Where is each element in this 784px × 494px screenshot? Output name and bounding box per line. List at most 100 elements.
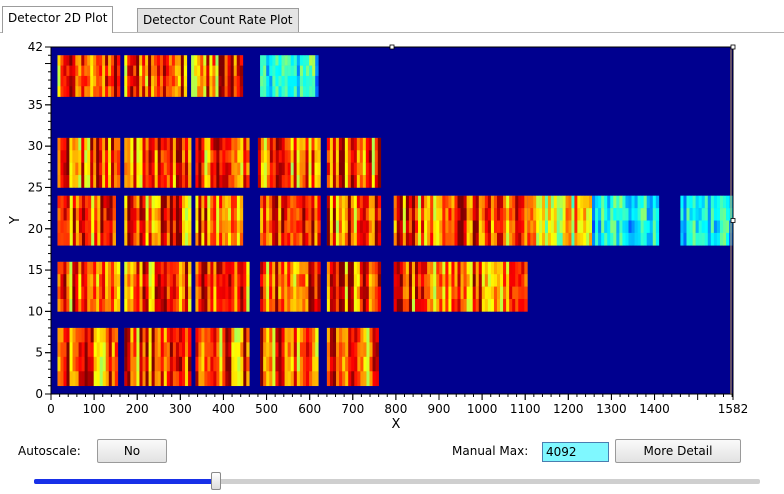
slider-handle[interactable] <box>210 472 221 490</box>
heatmap-cell <box>348 371 352 387</box>
heatmap-cell <box>326 356 331 372</box>
heatmap-cell <box>66 286 70 300</box>
heatmap-cell <box>589 208 593 221</box>
detector-module <box>124 195 192 246</box>
heatmap-cell <box>228 195 232 209</box>
heatmap-cell <box>344 298 349 312</box>
heatmap-cell <box>243 261 247 275</box>
heatmap-cell <box>148 65 152 77</box>
x-tick-label: 1300 <box>596 402 627 416</box>
heatmap-cell <box>234 356 238 372</box>
heatmap-cell <box>266 286 270 300</box>
heatmap-cell <box>493 195 498 209</box>
heatmap-cell <box>287 86 292 97</box>
heatmap-cell <box>315 86 319 97</box>
heatmap-cell <box>275 261 279 275</box>
heatmap-cell <box>114 137 118 151</box>
heatmap-cell <box>102 274 106 287</box>
tab-detector-2d-plot[interactable]: Detector 2D Plot <box>2 6 114 33</box>
more-detail-button[interactable]: More Detail <box>615 439 741 463</box>
heatmap-cell <box>78 286 82 300</box>
heatmap-cell <box>72 175 76 188</box>
heatmap-cell <box>363 356 367 372</box>
heatmap-cell <box>111 342 116 358</box>
x-tick-label: 800 <box>384 402 407 416</box>
heatmap-cell <box>136 274 140 287</box>
manual-max-field[interactable] <box>542 442 609 462</box>
heatmap-cell <box>341 162 346 176</box>
heatmap-cell <box>545 208 549 221</box>
heatmap-cell <box>124 342 128 358</box>
heatmap-cell <box>454 298 458 312</box>
x-tick-label: 300 <box>169 402 192 416</box>
heatmap-cell <box>293 175 297 188</box>
heatmap-cell <box>506 220 510 234</box>
heatmap-cell <box>66 356 70 372</box>
heatmap-cell <box>157 150 162 163</box>
heatmap-cell <box>275 195 279 209</box>
heatmap-cell <box>547 220 552 234</box>
heatmap-cell <box>99 175 103 188</box>
heatmap-cell <box>136 261 140 275</box>
heatmap-cell <box>430 261 434 275</box>
heatmap-cell <box>430 208 434 221</box>
heatmap-cell <box>365 274 370 287</box>
heatmap-cell <box>360 371 364 387</box>
heatmap-cell <box>689 208 693 221</box>
tab-detector-count-rate-plot[interactable]: Detector Count Rate Plot <box>137 8 299 32</box>
slider-track[interactable] <box>34 479 760 484</box>
heatmap-cell <box>326 327 331 343</box>
heatmap-cell <box>81 55 85 66</box>
heatmap-cell <box>81 195 86 209</box>
heatmap-cell <box>272 298 276 312</box>
heatmap-cell <box>284 150 288 163</box>
heatmap-cell <box>111 356 116 372</box>
heatmap-cell <box>111 286 115 300</box>
heatmap-cell <box>683 208 687 221</box>
heatmap-cell <box>198 286 202 300</box>
heatmap-cell <box>583 220 587 234</box>
heatmap-cell <box>296 232 300 246</box>
heatmap-cell <box>317 220 321 234</box>
heatmap-cell <box>326 232 331 246</box>
heatmap-cell <box>478 274 483 287</box>
heatmap-cell <box>117 55 121 66</box>
heatmap-cell <box>243 137 247 151</box>
heatmap-cell <box>719 195 724 209</box>
heatmap-cell <box>234 327 238 343</box>
heatmap-cell <box>439 232 443 246</box>
heatmap-cell <box>166 220 171 234</box>
heatmap-cell <box>145 86 149 97</box>
heatmap-cell <box>233 75 238 87</box>
heatmap-cell <box>354 371 358 387</box>
heatmap-cell <box>210 261 214 275</box>
heatmap-cell <box>213 175 217 188</box>
heatmap-cell <box>478 261 483 275</box>
heatmap-cell <box>487 286 492 300</box>
heatmap-cell <box>683 232 687 246</box>
heatmap-cell <box>469 261 473 275</box>
heatmap-cell <box>469 195 473 209</box>
heatmap-cell <box>577 220 581 234</box>
heatmap-cell <box>424 261 428 275</box>
heatmap-cell <box>287 150 291 163</box>
heatmap-cell <box>306 327 310 343</box>
heatmap-cell <box>306 371 310 387</box>
heatmap-cell <box>57 274 61 287</box>
heatmap-cell <box>562 220 566 234</box>
heatmap-cell <box>198 208 202 221</box>
heatmap-cell <box>96 274 100 287</box>
heatmap-cell <box>442 208 446 221</box>
autoscale-button[interactable]: No <box>97 439 167 463</box>
heatmap-cell <box>311 175 315 188</box>
heatmap-cell <box>393 274 398 287</box>
heatmap-cell <box>317 175 321 188</box>
heatmap-cell <box>278 75 282 87</box>
heatmap-cell <box>157 65 161 77</box>
heatmap-cell <box>130 232 134 246</box>
heatmap-cell <box>213 371 217 387</box>
heatmap-cell <box>99 298 103 312</box>
heatmap-cell <box>338 286 343 300</box>
heatmap-cell <box>487 208 492 221</box>
detector-2d-heatmap[interactable]: 0 100 200 300 400 500 600 700 800 900 1000 1100 1200… <box>0 33 784 430</box>
